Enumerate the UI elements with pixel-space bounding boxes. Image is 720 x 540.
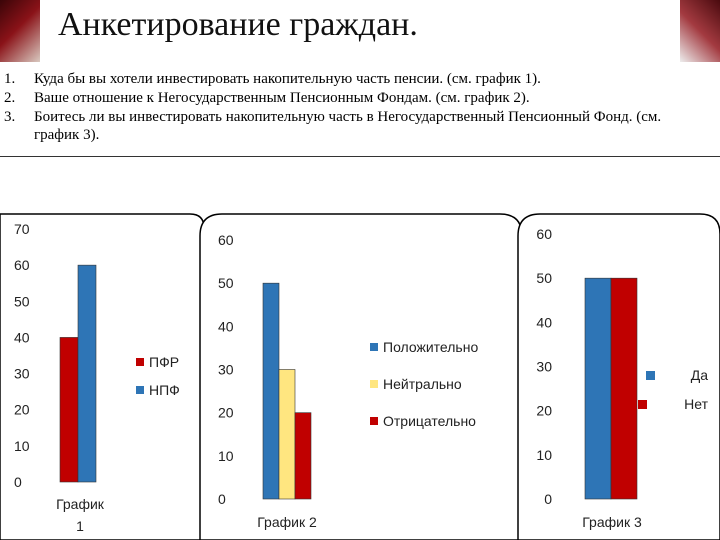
legend-label: Нет xyxy=(684,396,708,412)
y-tick-label: 60 xyxy=(536,226,552,242)
y-tick-label: 50 xyxy=(536,270,552,286)
y-tick-label: 20 xyxy=(536,403,552,419)
y-tick-label: 60 xyxy=(14,257,30,273)
bar-1-1 xyxy=(59,337,79,483)
legend-swatch xyxy=(136,358,144,366)
chart-title: График 3 xyxy=(582,514,642,530)
legend-swatch xyxy=(370,417,378,425)
legend-swatch xyxy=(136,386,144,394)
y-tick-label: 10 xyxy=(14,438,30,454)
chart-3: 0 10 20 30 40 50 60 График 3 Да Нет xyxy=(536,226,708,530)
y-tick-label: 60 xyxy=(218,232,234,248)
question-number: 3. xyxy=(4,109,16,125)
chart-title: График 1 xyxy=(56,496,105,534)
y-tick-label: 40 xyxy=(536,314,552,330)
legend-swatch xyxy=(646,371,655,380)
question-text: Куда бы вы хотели инвестировать накопите… xyxy=(34,71,541,87)
y-tick-label: 30 xyxy=(536,359,552,375)
legend-swatch xyxy=(370,343,378,351)
bar-2-2 xyxy=(278,369,296,500)
question-number: 1. xyxy=(4,71,16,87)
y-tick-label: 0 xyxy=(218,491,226,507)
y-tick-label: 30 xyxy=(14,366,30,382)
questions-list: 1. Куда бы вы хотели инвестировать накоп… xyxy=(0,64,720,157)
legend-label: НПФ xyxy=(149,382,180,398)
y-tick-label: 10 xyxy=(536,447,552,463)
question-text: Боитесь ли вы инвестировать накопительну… xyxy=(34,109,662,143)
y-tick-label: 50 xyxy=(14,293,30,309)
legend-label: ПФР xyxy=(149,354,179,370)
y-tick-label: 0 xyxy=(14,474,22,490)
chart-2: 0 10 20 30 40 50 60 График 2 Положительно Нейтрал… xyxy=(218,232,478,530)
y-tick-label: 30 xyxy=(218,362,234,378)
y-tick-label: 70 xyxy=(14,221,30,237)
y-tick-label: 20 xyxy=(218,405,234,421)
chart-2-panel xyxy=(199,213,523,540)
bar-2-1 xyxy=(262,282,280,500)
slide-title: Анкетирование граждан. xyxy=(58,6,418,43)
chart-title: График 2 xyxy=(257,514,317,530)
bar-2-3 xyxy=(294,412,312,500)
y-tick-label: 10 xyxy=(218,448,234,464)
bar-3-1 xyxy=(584,277,612,500)
legend-swatch xyxy=(370,380,378,388)
legend-label: Положительно xyxy=(383,339,478,355)
question-number: 2. xyxy=(4,90,16,106)
legend-swatch xyxy=(638,400,647,409)
y-tick-label: 0 xyxy=(544,491,552,507)
bar-3-2 xyxy=(610,277,638,500)
y-tick-label: 20 xyxy=(14,402,30,418)
legend-label: Отрицательно xyxy=(383,413,476,429)
y-tick-label: 40 xyxy=(14,329,30,345)
corner-decoration-left xyxy=(0,0,40,62)
question-text: Ваше отношение к Негосударственным Пенси… xyxy=(34,90,530,106)
corner-decoration-right xyxy=(680,0,720,62)
chart-1: 0 10 20 30 40 50 60 70 График 1 ПФР НПФ xyxy=(14,221,180,534)
legend-label: Нейтрально xyxy=(383,376,462,392)
chart-1-panel xyxy=(0,213,205,540)
y-tick-label: 40 xyxy=(218,318,234,334)
legend-label: Да xyxy=(691,367,708,383)
y-tick-label: 50 xyxy=(218,275,234,291)
bar-1-2 xyxy=(77,264,97,483)
